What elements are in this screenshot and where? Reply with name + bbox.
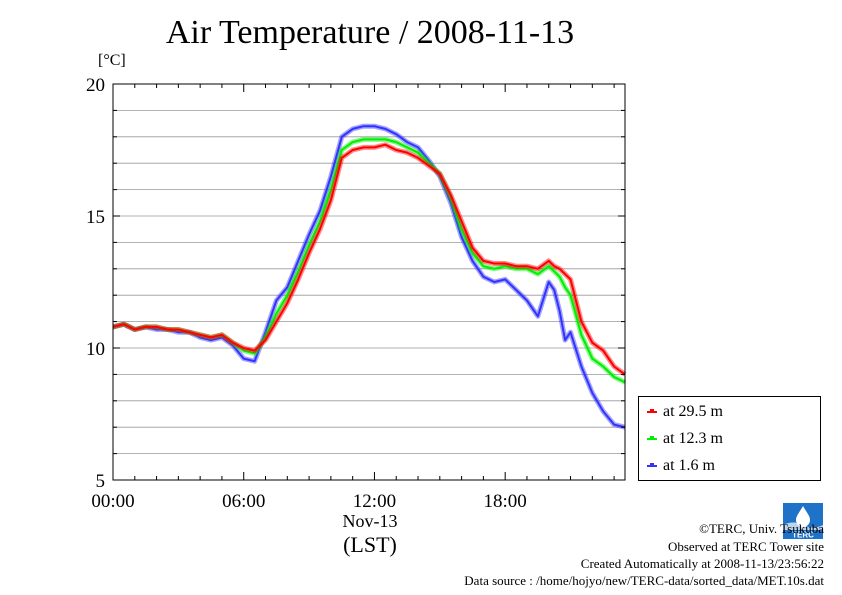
terc-logo: TERC	[783, 503, 823, 539]
x-axis-title: (LST)	[343, 532, 397, 557]
legend: at 29.5 m at 12.3 m at 1.6 m	[638, 396, 821, 481]
y-tick-label: 10	[86, 339, 105, 360]
x-tick-label: 12:00	[353, 491, 396, 512]
series-line-halo	[112, 123, 626, 430]
series-layer	[112, 123, 627, 430]
footer-created: Created Automatically at 2008-11-13/23:5…	[580, 556, 824, 571]
x-tick-label: 00:00	[91, 491, 134, 512]
grid-lines	[113, 110, 625, 455]
footer-copyright: ©TERC, Univ. Tsukuba	[699, 521, 824, 536]
y-tick-label: 5	[96, 471, 106, 492]
y-tick-label: 15	[86, 207, 105, 228]
legend-label: at 29.5 m	[663, 403, 723, 420]
series-line	[112, 143, 626, 376]
plot-frame	[112, 83, 626, 481]
chart-title: Air Temperature / 2008-11-13	[165, 14, 575, 51]
series-line	[112, 125, 626, 429]
legend-swatch-green	[647, 436, 657, 440]
legend-swatch-red	[647, 409, 657, 413]
y-axis-unit: [°C]	[98, 52, 126, 69]
legend-item-29-5m: at 29.5 m	[647, 401, 723, 423]
legend-item-12-3m: at 12.3 m	[647, 428, 723, 450]
y-tick-label: 20	[86, 75, 105, 96]
legend-item-1-6m: at 1.6 m	[647, 455, 715, 477]
footer-source: Data source : /home/hojyo/new/TERC-data/…	[464, 573, 824, 588]
tick-labels: 5 10 15 20 00:00 06:00 12:00 18:00	[86, 75, 527, 512]
logo-text: TERC	[792, 531, 814, 540]
x-axis-date-label: Nov-13	[342, 511, 398, 531]
x-tick-label: 06:00	[222, 491, 265, 512]
legend-label: at 1.6 m	[663, 457, 715, 474]
axis-ticks	[112, 83, 625, 481]
legend-swatch-blue	[647, 463, 657, 467]
footer-site: Observed at TERC Tower site	[667, 539, 824, 554]
series-line-halo	[112, 142, 627, 377]
x-tick-label: 18:00	[484, 491, 527, 512]
legend-label: at 12.3 m	[663, 430, 723, 447]
